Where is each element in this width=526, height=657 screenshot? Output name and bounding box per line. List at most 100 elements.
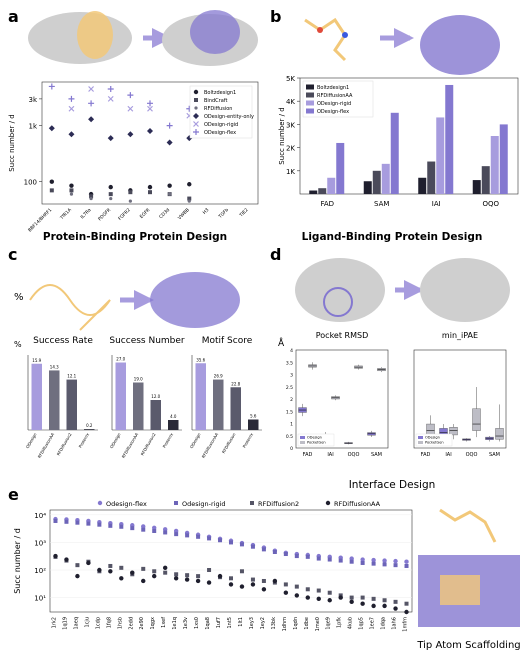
x-tick-label: 1qa8: [205, 617, 211, 630]
panel-a-letter: a: [8, 7, 19, 26]
bar: [309, 190, 318, 194]
data-point: [360, 557, 365, 562]
data-label: 22.8: [231, 381, 240, 386]
x-tick-label: TGFb: [217, 207, 230, 220]
data-point: [272, 578, 278, 584]
x-tick-label: 1fq8: [106, 617, 112, 628]
data-point: [360, 601, 365, 606]
data-point: [316, 596, 321, 602]
data-point: [166, 139, 173, 146]
x-tick-label: FAD: [303, 452, 313, 458]
data-point: [162, 565, 168, 571]
data-point: [107, 135, 114, 142]
legend-label: ODesign: [425, 436, 440, 440]
data-point: [382, 603, 387, 609]
data-point: [272, 549, 277, 554]
data-point: [166, 122, 173, 129]
data-label: 12.1: [67, 374, 76, 379]
data-point: [89, 194, 94, 199]
panel-b-letter: b: [270, 7, 281, 26]
data-label: 4.0: [170, 414, 177, 419]
data-point: [75, 573, 80, 579]
x-tick-label: 1rk2: [51, 617, 57, 628]
x-tick-label: FAD: [421, 452, 431, 458]
data-point: [382, 598, 387, 603]
x-tick-label: 1xef: [161, 617, 167, 628]
x-tick-label: FGFR2: [117, 207, 132, 222]
y-tick-label: 4K: [286, 98, 295, 106]
x-tick-label: VWBB: [177, 207, 191, 221]
legend-swatch: [300, 441, 305, 444]
bar: [84, 429, 95, 430]
legend-marker: [97, 500, 103, 506]
x-tick-label: IAI: [445, 452, 451, 458]
legend-swatch: [300, 436, 305, 439]
x-tick-label: ODesign: [109, 432, 122, 450]
legend-box: [297, 433, 335, 447]
x-tick-label: 1cju: [84, 617, 90, 628]
data-point: [64, 557, 69, 562]
data-point: [75, 520, 80, 525]
bar: [436, 117, 445, 194]
data-point: [75, 563, 80, 568]
panel-d-title: Interface Design: [349, 479, 436, 491]
data-point: [187, 196, 192, 201]
data-point: [349, 599, 354, 605]
data-point: [108, 523, 113, 528]
bar: [472, 180, 481, 194]
bar: [213, 379, 224, 430]
data-point: [404, 601, 409, 606]
x-tick-label: TIE2: [238, 207, 250, 219]
y-tick-label: 100: [24, 179, 37, 187]
bar: [336, 142, 345, 194]
y-tick-label: 4: [290, 348, 293, 354]
x-tick-label: 1ey3: [249, 617, 255, 629]
data-point: [107, 86, 114, 93]
panel-e-title: Tip Atom Scaffolding: [416, 640, 520, 651]
data-point: [88, 86, 95, 92]
data-point: [119, 565, 124, 570]
data-point: [108, 569, 113, 574]
data-point: [130, 570, 135, 575]
legend-swatch: [306, 100, 314, 106]
y-tick-label: 1.5: [286, 409, 293, 415]
data-point: [283, 582, 288, 587]
legend-marker: [193, 113, 199, 119]
angstrom-unit: Å: [278, 337, 285, 349]
data-point: [393, 599, 398, 604]
bar: [115, 362, 126, 430]
y-tick-label: 1K: [286, 168, 295, 176]
x-tick-label: Protenix: [162, 431, 175, 448]
data-point: [327, 598, 332, 603]
data-label: 19.0: [134, 377, 143, 382]
data-point: [108, 563, 113, 568]
data-point: [147, 105, 153, 112]
legend-swatch: [418, 436, 423, 439]
legend-label: ODesign-flex: [317, 109, 349, 115]
data-point: [185, 533, 190, 538]
panel-c-structure-illustration: %: [14, 272, 240, 331]
data-point: [228, 582, 234, 587]
data-point: [196, 574, 201, 579]
bar: [150, 400, 161, 430]
data-point: [404, 563, 409, 568]
legend-label: ODesign: [307, 436, 322, 440]
data-label: 14.3: [50, 364, 59, 369]
legend-marker: [174, 501, 178, 505]
data-point: [207, 568, 212, 573]
x-tick-label: OQO: [466, 452, 478, 458]
bar: [418, 177, 427, 194]
data-point: [107, 95, 114, 102]
y-axis-label: %: [14, 340, 22, 349]
x-tick-label: 4kub: [348, 617, 354, 629]
panel-a-structure-illustration: [28, 10, 258, 66]
data-point: [69, 188, 74, 193]
y-tick-label: 0.5: [286, 434, 293, 440]
legend: Odesign-flex Odesign-rigid RFDiffusion2 RFD…: [97, 500, 381, 508]
box: [495, 428, 504, 440]
legend-marker: [193, 121, 199, 127]
x-tick-label: TfR1A: [58, 207, 73, 222]
data-point: [97, 567, 102, 573]
bar: [248, 419, 259, 430]
